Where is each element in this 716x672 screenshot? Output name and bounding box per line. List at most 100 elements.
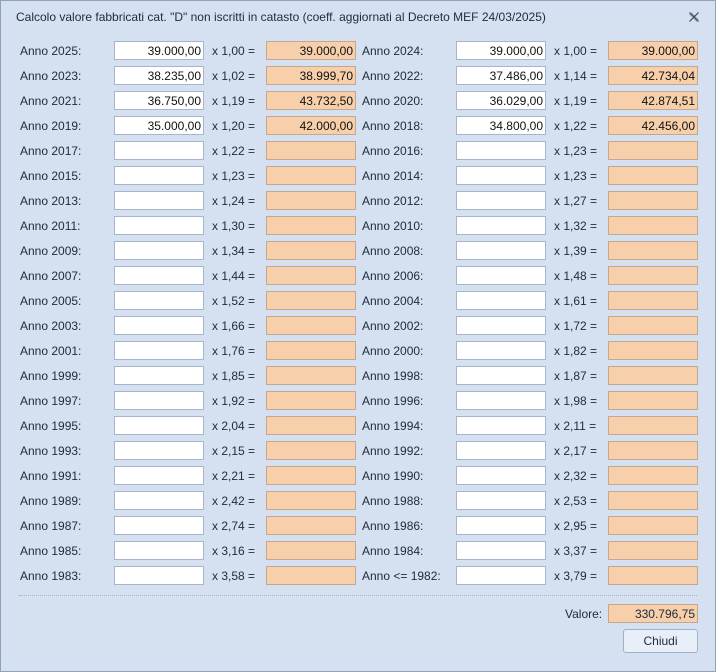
year-label: Anno 2000: bbox=[362, 344, 424, 358]
year-result bbox=[266, 416, 356, 435]
year-label: Anno 2015: bbox=[20, 169, 82, 183]
close-icon[interactable] bbox=[688, 11, 700, 23]
year-value-input[interactable] bbox=[456, 241, 546, 260]
year-value-input[interactable] bbox=[456, 216, 546, 235]
year-value-input[interactable] bbox=[114, 216, 204, 235]
year-value-input[interactable] bbox=[114, 466, 204, 485]
year-value-input[interactable] bbox=[456, 191, 546, 210]
year-result bbox=[608, 566, 698, 585]
year-row: Anno 2023: x 1,02 = 38.999,70 Anno 2022: x 1… bbox=[1, 66, 715, 86]
year-result bbox=[266, 366, 356, 385]
year-value-input[interactable] bbox=[456, 366, 546, 385]
coefficient-label: x 2,32 = bbox=[554, 469, 598, 483]
year-value-input[interactable] bbox=[114, 191, 204, 210]
year-label: Anno <= 1982: bbox=[362, 569, 441, 583]
year-value-input[interactable] bbox=[114, 391, 204, 410]
year-value-input[interactable] bbox=[456, 391, 546, 410]
valore-total: 330.796,75 bbox=[608, 604, 698, 623]
year-result bbox=[266, 516, 356, 535]
year-value-input[interactable] bbox=[456, 266, 546, 285]
coefficient-label: x 2,11 = bbox=[554, 419, 597, 433]
year-value-input[interactable] bbox=[456, 566, 546, 585]
coefficient-label: x 1,72 = bbox=[554, 319, 598, 333]
year-row: Anno 2019: x 1,20 = 42.000,00 Anno 2018: x 1… bbox=[1, 116, 715, 136]
year-label: Anno 2001: bbox=[20, 344, 82, 358]
year-row: Anno 2003: x 1,66 = Anno 2002: x 1,72 = bbox=[1, 316, 715, 336]
year-value-input[interactable] bbox=[456, 116, 546, 135]
year-value-input[interactable] bbox=[456, 441, 546, 460]
year-value-input[interactable] bbox=[456, 66, 546, 85]
year-value-input[interactable] bbox=[114, 116, 204, 135]
year-value-input[interactable] bbox=[114, 441, 204, 460]
year-row: Anno 2005: x 1,52 = Anno 2004: x 1,61 = bbox=[1, 291, 715, 311]
year-label: Anno 1991: bbox=[20, 469, 82, 483]
year-value-input[interactable] bbox=[114, 241, 204, 260]
year-label: Anno 1988: bbox=[362, 494, 424, 508]
year-value-input[interactable] bbox=[114, 166, 204, 185]
year-value-input[interactable] bbox=[114, 516, 204, 535]
year-result bbox=[608, 191, 698, 210]
year-value-input[interactable] bbox=[456, 41, 546, 60]
year-label: Anno 2023: bbox=[20, 69, 82, 83]
year-value-input[interactable] bbox=[114, 416, 204, 435]
year-result bbox=[608, 366, 698, 385]
year-result bbox=[608, 541, 698, 560]
chiudi-button[interactable]: Chiudi bbox=[623, 629, 698, 653]
year-value-input[interactable] bbox=[456, 516, 546, 535]
year-value-input[interactable] bbox=[456, 91, 546, 110]
year-label: Anno 1999: bbox=[20, 369, 82, 383]
year-label: Anno 2022: bbox=[362, 69, 424, 83]
year-value-input[interactable] bbox=[456, 491, 546, 510]
title-bar: Calcolo valore fabbricati cat. "D" non i… bbox=[1, 1, 715, 33]
year-value-input[interactable] bbox=[114, 566, 204, 585]
year-value-input[interactable] bbox=[456, 141, 546, 160]
year-value-input[interactable] bbox=[114, 66, 204, 85]
year-result bbox=[266, 466, 356, 485]
coefficient-label: x 1,44 = bbox=[212, 269, 256, 283]
coefficient-label: x 1,00 = bbox=[554, 44, 598, 58]
year-row: Anno 1991: x 2,21 = Anno 1990: x 2,32 = bbox=[1, 466, 715, 486]
year-result bbox=[608, 291, 698, 310]
coefficient-label: x 2,53 = bbox=[554, 494, 598, 508]
coefficient-label: x 1,19 = bbox=[212, 94, 256, 108]
year-value-input[interactable] bbox=[114, 366, 204, 385]
coefficient-label: x 1,34 = bbox=[212, 244, 256, 258]
coefficient-label: x 2,17 = bbox=[554, 444, 598, 458]
year-value-input[interactable] bbox=[456, 341, 546, 360]
year-label: Anno 2024: bbox=[362, 44, 424, 58]
year-label: Anno 2019: bbox=[20, 119, 82, 133]
year-value-input[interactable] bbox=[114, 141, 204, 160]
year-label: Anno 2021: bbox=[20, 94, 82, 108]
year-result bbox=[608, 516, 698, 535]
year-value-input[interactable] bbox=[456, 541, 546, 560]
year-value-input[interactable] bbox=[114, 316, 204, 335]
year-label: Anno 1985: bbox=[20, 544, 82, 558]
year-value-input[interactable] bbox=[456, 416, 546, 435]
coefficient-label: x 2,04 = bbox=[212, 419, 256, 433]
year-value-input[interactable] bbox=[456, 291, 546, 310]
year-label: Anno 2008: bbox=[362, 244, 424, 258]
year-value-input[interactable] bbox=[114, 41, 204, 60]
coefficient-label: x 2,15 = bbox=[212, 444, 256, 458]
year-result bbox=[266, 141, 356, 160]
year-value-input[interactable] bbox=[456, 316, 546, 335]
year-value-input[interactable] bbox=[114, 341, 204, 360]
year-value-input[interactable] bbox=[114, 291, 204, 310]
year-result bbox=[608, 141, 698, 160]
year-result bbox=[608, 466, 698, 485]
year-value-input[interactable] bbox=[456, 466, 546, 485]
year-value-input[interactable] bbox=[114, 541, 204, 560]
valore-label: Valore: bbox=[565, 607, 603, 621]
year-value-input[interactable] bbox=[456, 166, 546, 185]
year-label: Anno 2011: bbox=[20, 219, 81, 233]
coefficient-label: x 1,02 = bbox=[212, 69, 256, 83]
coefficient-label: x 1,48 = bbox=[554, 269, 598, 283]
coefficient-label: x 1,32 = bbox=[554, 219, 598, 233]
year-value-input[interactable] bbox=[114, 266, 204, 285]
coefficient-label: x 1,85 = bbox=[212, 369, 256, 383]
year-row: Anno 2007: x 1,44 = Anno 2006: x 1,48 = bbox=[1, 266, 715, 286]
year-label: Anno 1983: bbox=[20, 569, 82, 583]
year-value-input[interactable] bbox=[114, 491, 204, 510]
year-value-input[interactable] bbox=[114, 91, 204, 110]
year-label: Anno 2014: bbox=[362, 169, 424, 183]
